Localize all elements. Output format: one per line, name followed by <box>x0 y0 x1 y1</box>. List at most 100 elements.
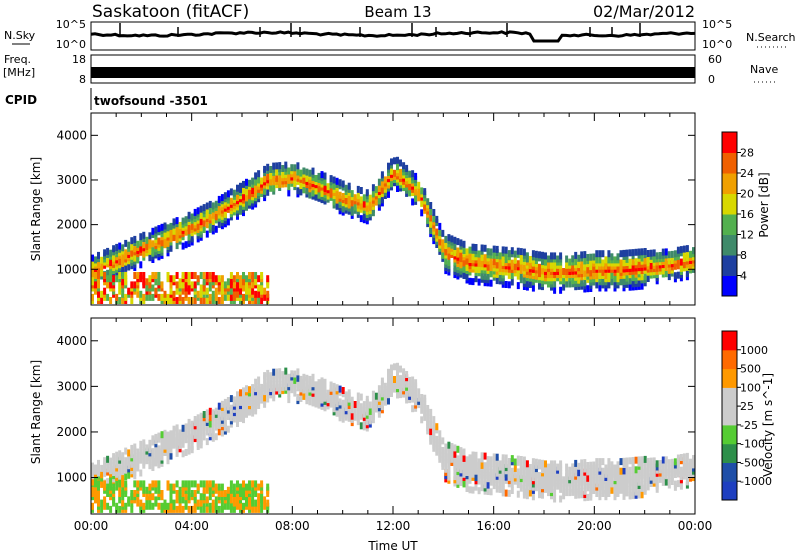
power-cell <box>166 230 170 238</box>
velocity-cell <box>248 395 251 403</box>
power-cell <box>311 167 315 175</box>
velocity-cell <box>374 392 378 400</box>
power-cell <box>97 251 100 259</box>
power-cell <box>260 297 264 304</box>
power-cell <box>444 257 448 265</box>
velocity-cell <box>667 459 671 467</box>
velocity-cell <box>202 486 206 494</box>
velocity-cell <box>525 460 529 468</box>
power-cell <box>664 257 668 265</box>
power-cell <box>263 187 267 195</box>
power-cell <box>673 250 677 258</box>
power-cell <box>616 253 620 261</box>
velocity-cell <box>607 458 611 466</box>
freq-tick-high: 18 <box>72 53 86 66</box>
power-cell <box>417 188 421 196</box>
velocity-cell <box>480 452 484 460</box>
velocity-cell <box>103 457 107 465</box>
power-cell <box>338 191 342 199</box>
power-cell <box>380 180 384 188</box>
power-cell <box>652 249 656 257</box>
velocity-cell <box>223 398 227 406</box>
date-title: 02/Mar/2012 <box>593 2 695 21</box>
velocity-cell <box>100 505 104 513</box>
power-cell <box>151 293 155 301</box>
velocity-cell <box>106 455 110 463</box>
power-cell <box>118 297 122 304</box>
power-cell <box>151 240 155 248</box>
power-cell <box>664 270 668 278</box>
velocity-cell <box>489 456 493 464</box>
power-cell <box>184 290 188 298</box>
power-cell <box>513 263 517 271</box>
power-cell <box>103 287 107 295</box>
power-cell <box>652 255 656 263</box>
power-cell <box>145 278 149 286</box>
velocity-cell <box>553 460 557 468</box>
velocity-cell <box>377 391 381 399</box>
velocity-cell <box>226 502 230 510</box>
velocity-cell <box>610 486 614 494</box>
power-cell <box>362 200 366 208</box>
power-cell <box>308 191 312 199</box>
power-cell <box>538 282 541 290</box>
power-cell <box>187 211 191 219</box>
velocity-cell <box>251 496 255 504</box>
power-cell <box>293 164 297 172</box>
power-cell <box>217 275 221 283</box>
velocity-cell <box>199 505 203 513</box>
velocity-cell <box>211 418 215 426</box>
velocity-cell <box>305 374 309 382</box>
power-cell <box>574 258 578 266</box>
velocity-cell <box>323 391 327 399</box>
velocity-cell <box>474 451 478 459</box>
velocity-cell <box>130 444 134 452</box>
velocity-cell <box>601 467 605 475</box>
velocity-cell <box>211 431 215 439</box>
velocity-cell <box>257 493 261 501</box>
velocity-cell <box>260 383 264 391</box>
power-cell <box>628 258 632 266</box>
velocity-cell <box>541 466 544 474</box>
power-cell <box>441 229 445 237</box>
nave-tick-low: 0 <box>708 73 715 86</box>
power-cell <box>272 184 276 192</box>
power-cell <box>610 253 614 261</box>
colorbar-swatch <box>722 255 737 276</box>
power-cell <box>525 252 529 260</box>
velocity-cell <box>483 452 487 460</box>
velocity-cell <box>242 480 245 488</box>
velocity-cell <box>166 502 170 510</box>
velocity-cell <box>248 496 251 504</box>
power-cell <box>242 278 245 286</box>
velocity-cell <box>109 467 113 475</box>
velocity-cell <box>139 453 143 461</box>
y-tick-label: 1000 <box>56 262 87 276</box>
velocity-cell <box>205 428 209 436</box>
power-cell <box>178 278 182 286</box>
y-tick-label: 2000 <box>56 218 87 232</box>
velocity-cell <box>239 411 242 419</box>
velocity-cell <box>628 457 632 465</box>
power-cell <box>172 218 176 226</box>
velocity-cell <box>453 473 457 481</box>
power-cell <box>619 278 623 286</box>
velocity-cell <box>417 388 421 396</box>
velocity-cell <box>257 505 261 513</box>
velocity-cell <box>223 490 227 497</box>
velocity-cell <box>574 459 578 467</box>
velocity-cell <box>184 499 188 507</box>
velocity-cell <box>682 453 686 461</box>
power-cell <box>160 245 164 253</box>
power-cell <box>522 248 526 256</box>
velocity-cell <box>586 493 590 501</box>
y-tick-label: 4000 <box>56 334 87 348</box>
velocity-cell <box>685 452 689 460</box>
velocity-cell <box>236 499 239 507</box>
velocity-cell <box>652 463 656 471</box>
velocity-cell <box>646 457 650 465</box>
velocity-cell <box>100 464 104 472</box>
velocity-cell <box>109 505 113 513</box>
power-cell <box>435 215 439 223</box>
power-cell <box>199 211 203 219</box>
